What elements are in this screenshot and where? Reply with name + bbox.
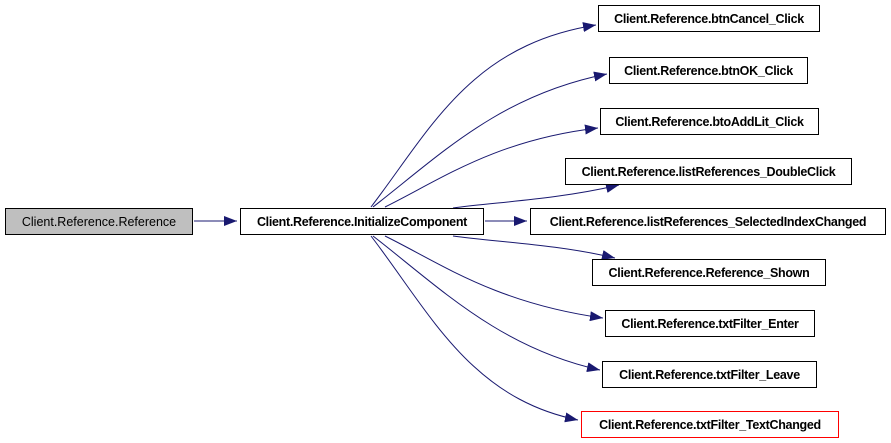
node-txt-filter-leave[interactable]: Client.Reference.txtFilter_Leave bbox=[602, 361, 817, 388]
node-btn-ok-click[interactable]: Client.Reference.btnOK_Click bbox=[609, 57, 808, 84]
node-txt-filter-enter[interactable]: Client.Reference.txtFilter_Enter bbox=[605, 310, 815, 337]
node-list-references-selected-index-changed[interactable]: Client.Reference.listReferences_Selected… bbox=[530, 208, 886, 235]
node-label: Client.Reference.btoAddLit_Click bbox=[615, 114, 804, 129]
node-reference-shown[interactable]: Client.Reference.Reference_Shown bbox=[592, 259, 826, 286]
node-initialize-component[interactable]: Client.Reference.InitializeComponent bbox=[240, 208, 484, 235]
edge-initialize-component-to-reference-shown bbox=[452, 235, 616, 260]
edge-initialize-component-to-btn-cancel-click bbox=[370, 22, 597, 208]
node-label: Client.Reference.Reference bbox=[21, 214, 177, 229]
node-label: Client.Reference.txtFilter_Leave bbox=[619, 367, 800, 382]
node-label: Client.Reference.btnCancel_Click bbox=[614, 11, 804, 26]
edge-initialize-component-to-txt-filter-enter bbox=[384, 235, 604, 322]
edge-group bbox=[194, 22, 620, 423]
node-bto-add-lit-click[interactable]: Client.Reference.btoAddLit_Click bbox=[600, 108, 819, 135]
node-label: Client.Reference.InitializeComponent bbox=[256, 214, 468, 229]
node-list-references-double-click[interactable]: Client.Reference.listReferences_DoubleCl… bbox=[565, 158, 852, 185]
node-label: Client.Reference.txtFilter_Enter bbox=[621, 316, 799, 331]
node-btn-cancel-click[interactable]: Client.Reference.btnCancel_Click bbox=[598, 5, 820, 32]
node-label: Client.Reference.txtFilter_TextChanged bbox=[599, 417, 821, 432]
node-label: Client.Reference.btnOK_Click bbox=[624, 63, 793, 78]
edge-initialize-component-to-bto-add-lit-click bbox=[384, 124, 599, 208]
edge-initialize-component-to-txt-filter-text-changed bbox=[370, 235, 579, 423]
node-reference: Client.Reference.Reference bbox=[5, 208, 193, 235]
edge-initialize-component-to-btn-ok-click bbox=[372, 71, 608, 208]
edge-initialize-component-to-txt-filter-leave bbox=[372, 235, 601, 373]
node-label: Client.Reference.listReferences_DoubleCl… bbox=[581, 164, 836, 179]
node-txt-filter-text-changed[interactable]: Client.Reference.txtFilter_TextChanged bbox=[581, 411, 839, 438]
node-label: Client.Reference.Reference_Shown bbox=[608, 265, 810, 280]
node-label: Client.Reference.listReferences_Selected… bbox=[549, 214, 867, 229]
edge-initialize-component-to-list-references-double-click bbox=[452, 183, 620, 209]
